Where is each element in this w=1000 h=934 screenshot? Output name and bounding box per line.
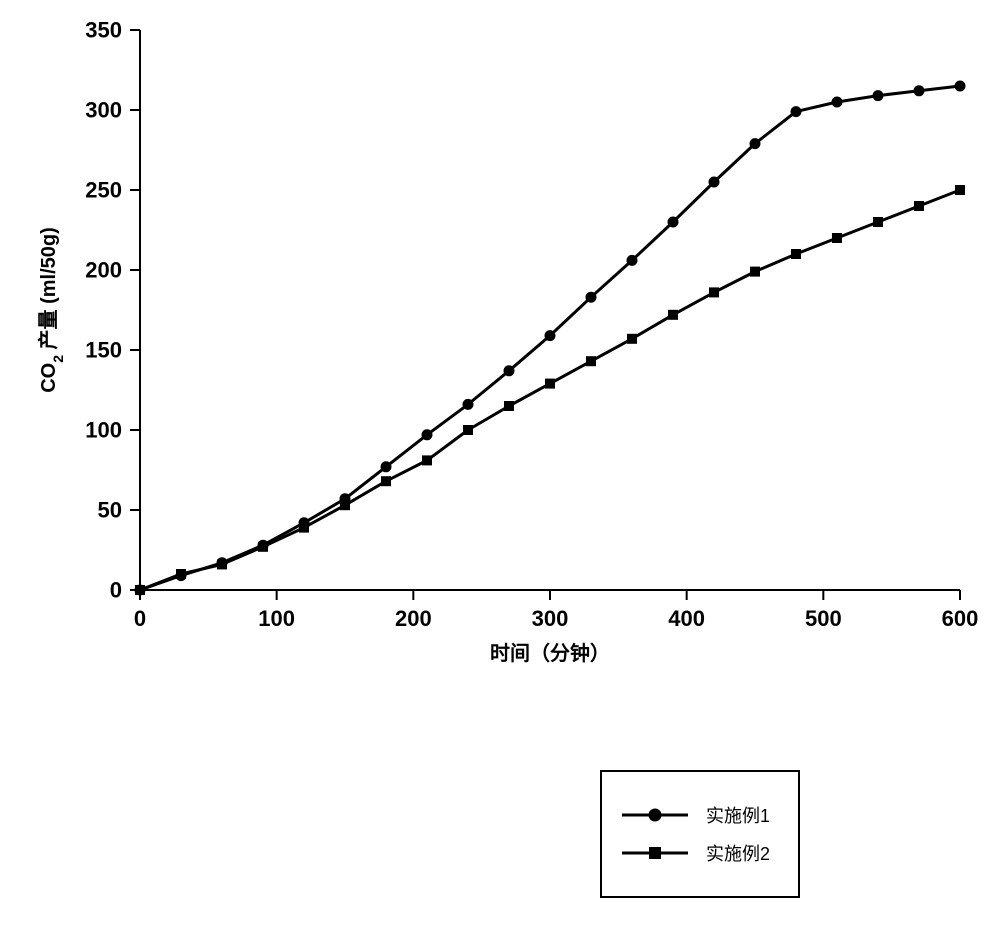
svg-text:400: 400 xyxy=(668,606,705,631)
legend-item-1: 实施例1 xyxy=(622,802,770,828)
page: 0 100 200 300 400 500 600 0 50 100 150 200 250 300 350… xyxy=(0,0,1000,934)
chart-container: 0 100 200 300 400 500 600 0 50 100 150 200 250 300 350… xyxy=(10,10,990,755)
circle-marker-icon xyxy=(649,809,662,822)
legend-label-2: 实施例2 xyxy=(706,840,770,866)
svg-text:600: 600 xyxy=(942,606,979,631)
svg-text:100: 100 xyxy=(258,606,295,631)
svg-text:200: 200 xyxy=(395,606,432,631)
svg-text:500: 500 xyxy=(805,606,842,631)
svg-text:150: 150 xyxy=(85,338,122,363)
legend-marker-1 xyxy=(622,805,688,825)
svg-text:300: 300 xyxy=(85,98,122,123)
legend-label-1: 实施例1 xyxy=(706,802,770,828)
svg-text:时间（分钟）: 时间（分钟） xyxy=(490,641,610,665)
square-marker-icon xyxy=(649,847,661,859)
svg-text:350: 350 xyxy=(85,18,122,43)
svg-text:0: 0 xyxy=(134,606,146,631)
legend-item-2: 实施例2 xyxy=(622,840,770,866)
svg-text:250: 250 xyxy=(85,178,122,203)
co2-line-chart: 0 100 200 300 400 500 600 0 50 100 150 200 250 300 350… xyxy=(10,10,990,750)
svg-text:300: 300 xyxy=(532,606,569,631)
legend-marker-2 xyxy=(622,843,688,863)
svg-text:200: 200 xyxy=(85,258,122,283)
svg-text:0: 0 xyxy=(110,578,122,603)
legend-box: 实施例1 实施例2 xyxy=(600,770,800,898)
svg-text:100: 100 xyxy=(85,418,122,443)
svg-text:50: 50 xyxy=(98,498,122,523)
